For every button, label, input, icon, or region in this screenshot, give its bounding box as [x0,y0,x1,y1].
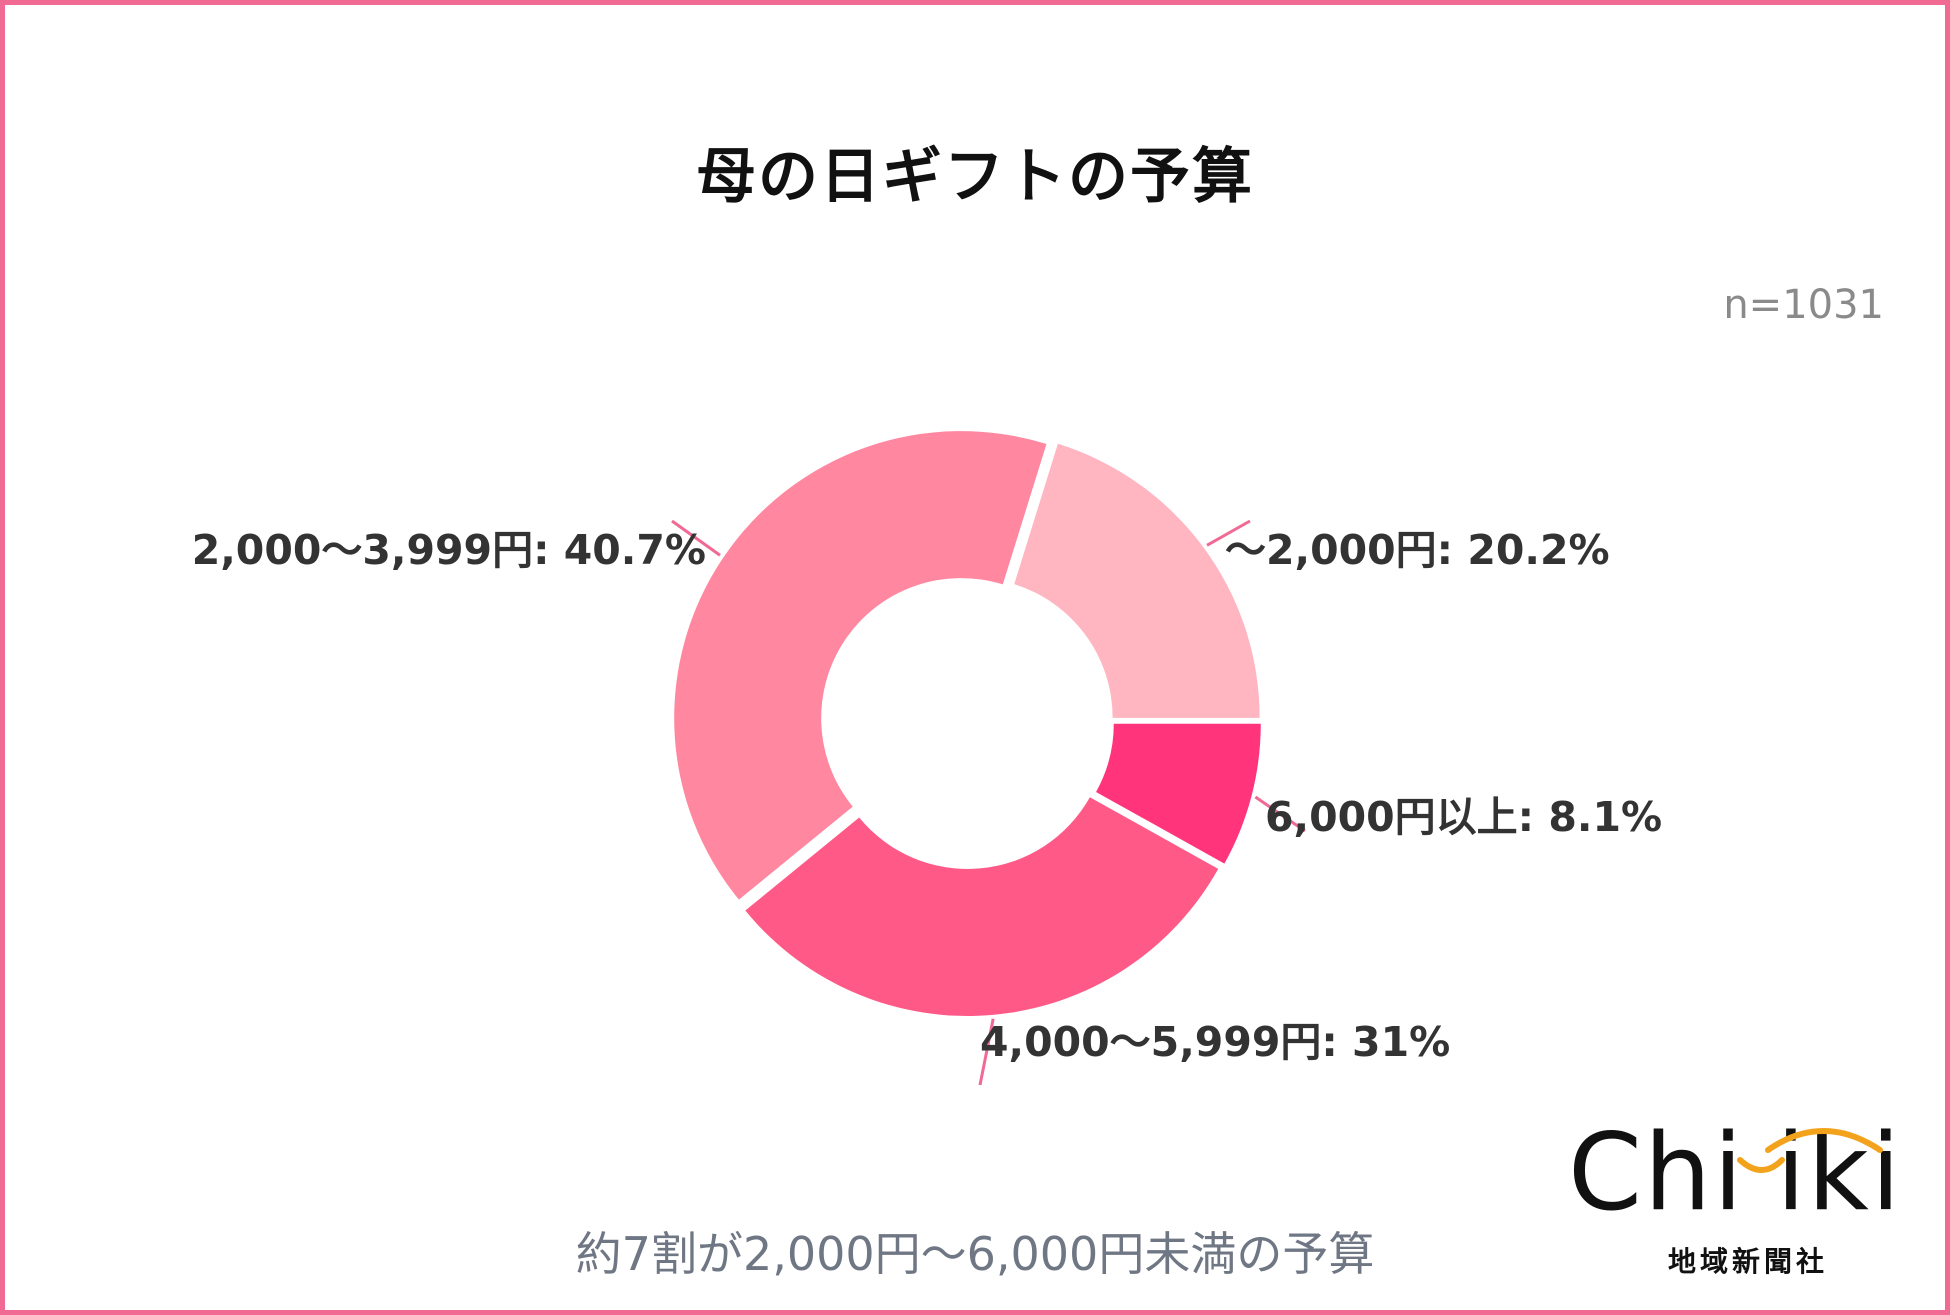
chart-title: 母の日ギフトの予算 [696,142,1254,212]
logo-wordmark: Chiiiki [1568,1111,1903,1234]
leader-line [1254,795,1306,833]
donut-slice [1096,723,1261,864]
chart-caption: 約7割が2,000円〜6,000円未満の予算 [575,1227,1375,1281]
company-logo: Chiiiki 地域新聞社 [1568,1120,1908,1280]
slice-label: 〜2,000円: 20.2% [1225,526,1610,574]
leader-line [978,1018,995,1086]
logo-subtitle: 地域新聞社 [1668,1245,1829,1278]
leader-line [1206,519,1251,547]
slice-label: 4,000〜5,999円: 31% [980,1018,1450,1066]
leader-line [671,519,721,557]
donut-slice [674,431,1047,900]
sample-size: n=1031 [1723,282,1884,328]
donut-slice [745,797,1219,1016]
logo-smile-icon [1737,1128,1883,1173]
slice-label: 2,000〜3,999円: 40.7% [192,526,706,574]
donut-slice [1014,443,1260,718]
slice-label: 6,000円以上: 8.1% [1265,793,1662,841]
